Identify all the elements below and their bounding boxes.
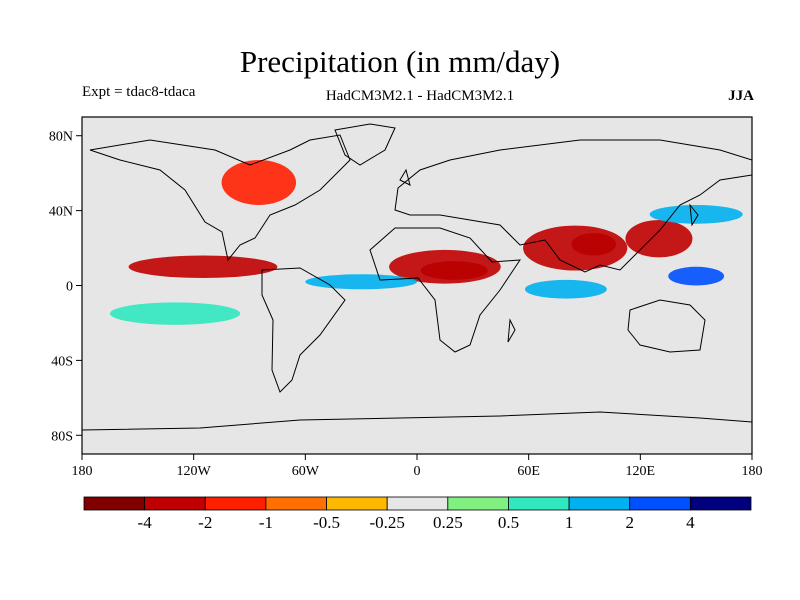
colorbar-label: -4	[138, 513, 153, 532]
anomaly-east-asia-dry	[625, 219, 693, 258]
colorbar-swatch	[568, 496, 631, 511]
colorbar-swatch	[265, 496, 327, 511]
map-title: Precipitation (in mm/day)	[239, 44, 561, 79]
season-label: JJA	[728, 88, 754, 104]
colorbar-swatch	[204, 496, 267, 511]
lat-tick-label: 80N	[49, 130, 73, 145]
lon-tick-label: 120W	[177, 464, 212, 479]
latitude-axis: 80N 40N 0 40S 80S	[49, 130, 82, 444]
coastlines	[82, 123, 752, 431]
colorbar-swatch	[508, 496, 570, 511]
colorbar	[83, 496, 752, 511]
colorbar-swatch	[629, 496, 691, 511]
lon-tick-label: 60W	[292, 464, 320, 479]
colorbar-label: -2	[198, 513, 212, 532]
colorbar-label: 0.25	[433, 513, 463, 532]
lon-tick-label: 120E	[626, 464, 656, 479]
model-label: HadCM3M2.1 - HadCM3M2.1	[325, 88, 515, 104]
colorbar-label: -0.25	[369, 513, 404, 532]
anomaly-africa-dry	[389, 249, 501, 284]
colorbar-label: -1	[259, 513, 273, 532]
map-background	[82, 117, 752, 454]
colorbar-swatch	[447, 496, 509, 511]
colorbar-label: 2	[625, 513, 634, 532]
colorbar-label: 0.5	[498, 513, 519, 532]
lat-tick-label: 80S	[51, 429, 73, 444]
anomaly-indian-ocean-wet	[524, 279, 607, 299]
anomaly-north-america-dry	[221, 160, 297, 205]
colorbar-swatch	[689, 496, 752, 511]
lat-tick-label: 0	[66, 280, 73, 295]
lon-tick-label: 180	[72, 464, 93, 479]
experiment-label: Expt = tdac8-tdaca	[82, 84, 196, 100]
lon-tick-label: 0	[414, 464, 421, 479]
colorbar-swatch	[144, 496, 206, 511]
anomaly-north-pacific-wet	[649, 204, 743, 224]
anomaly-atlantic-wet	[305, 274, 417, 290]
anomaly-south-pacific-wet	[109, 302, 241, 325]
colorbar-label: -0.5	[313, 513, 340, 532]
lon-tick-label: 60E	[517, 464, 540, 479]
anomaly-pacific-itcz-dry	[128, 255, 278, 279]
colorbar-labels: -4 -2 -1 -0.5 -0.25 0.25 0.5 1 2 4	[138, 513, 696, 532]
colorbar-swatch	[386, 496, 449, 511]
colorbar-swatch	[326, 496, 388, 511]
anomaly-west-pacific-wet	[668, 266, 725, 286]
lon-tick-label: 180	[742, 464, 763, 479]
lat-tick-label: 40S	[51, 354, 73, 369]
anomaly-india-dry	[523, 225, 628, 271]
colorbar-label: 4	[686, 513, 695, 532]
lat-tick-label: 40N	[49, 205, 73, 220]
longitude-axis: 180 120W 60W 0 60E 120E 180	[72, 454, 763, 479]
colorbar-label: 1	[565, 513, 574, 532]
colorbar-swatch	[83, 496, 146, 511]
